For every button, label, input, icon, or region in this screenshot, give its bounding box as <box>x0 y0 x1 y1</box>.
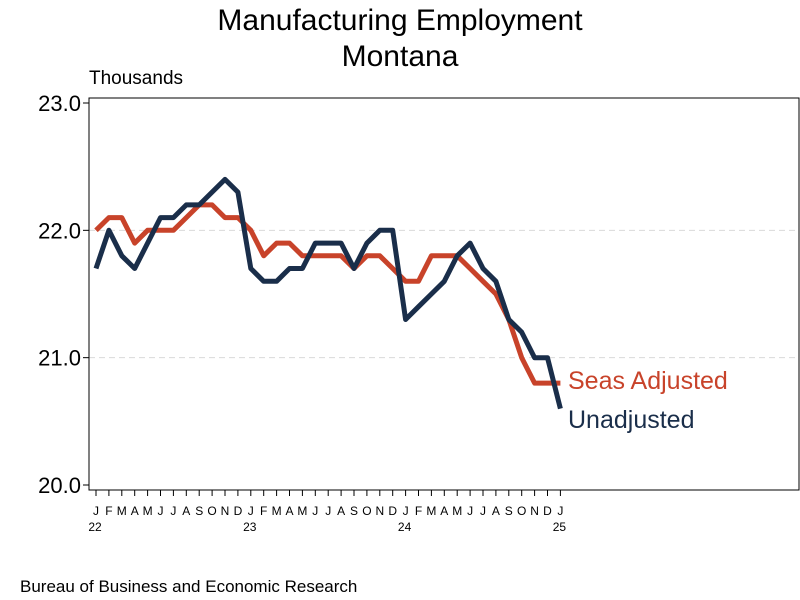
x-tick-label: A <box>337 504 345 518</box>
x-tick-label: A <box>492 504 500 518</box>
x-tick-label: J <box>480 504 486 518</box>
x-tick-label: N <box>375 504 384 518</box>
gridlines <box>89 229 799 359</box>
x-tick-label: J <box>403 504 409 518</box>
x-tick-label: A <box>285 504 293 518</box>
y-tick-label: 22.0 <box>38 218 81 243</box>
x-tick-label: J <box>93 504 99 518</box>
x-tick-label: F <box>260 504 267 518</box>
x-tick-label: D <box>388 504 397 518</box>
x-tick-label: J <box>170 504 176 518</box>
x-tick-label: M <box>426 504 436 518</box>
y-axis-label: Thousands <box>89 68 184 89</box>
y-tick-label: 21.0 <box>38 346 81 371</box>
chart-title: Manufacturing Employment <box>217 4 583 37</box>
x-year-label: 24 <box>398 520 412 534</box>
series-labels: Seas Adjusted Unadjusted <box>568 367 728 434</box>
x-tick-label: S <box>195 504 203 518</box>
series-line-seas-adjusted <box>94 202 561 386</box>
x-tick-label: N <box>530 504 539 518</box>
x-tick-label: J <box>467 504 473 518</box>
x-year-label: 25 <box>553 520 567 534</box>
series-line-unadjusted <box>93 176 563 410</box>
x-tick-label: F <box>105 504 112 518</box>
x-year-label: 23 <box>243 520 257 534</box>
series-label: Seas Adjusted <box>568 367 728 395</box>
x-tick-label: O <box>207 504 216 518</box>
y-tick-label: 20.0 <box>38 473 81 498</box>
y-axis: 20.0 21.0 22.0 23.0 <box>38 91 89 498</box>
x-tick-label: D <box>543 504 552 518</box>
x-axis: J F M A M J J A S O N D J F M A M J J A S O N D J F M A M J J A S O N D J22 2… <box>88 490 566 534</box>
x-tick-label: A <box>131 504 139 518</box>
y-tick-label: 23.0 <box>38 91 81 116</box>
source-note: Bureau of Business and Economic Research <box>20 577 358 596</box>
x-tick-label: O <box>362 504 371 518</box>
x-tick-label: F <box>415 504 422 518</box>
x-tick-label: O <box>517 504 526 518</box>
series-lines <box>93 176 563 410</box>
x-tick-label: J <box>557 504 563 518</box>
x-tick-label: S <box>350 504 358 518</box>
x-tick-label: M <box>452 504 462 518</box>
x-tick-label: J <box>248 504 254 518</box>
x-tick-label: J <box>312 504 318 518</box>
x-tick-label: A <box>440 504 448 518</box>
x-tick-label: D <box>234 504 243 518</box>
x-tick-label: M <box>117 504 127 518</box>
x-tick-label: J <box>158 504 164 518</box>
x-tick-label: J <box>325 504 331 518</box>
x-tick-label: N <box>221 504 230 518</box>
series-label: Unadjusted <box>568 406 694 434</box>
x-tick-label: A <box>182 504 190 518</box>
x-tick-label: M <box>143 504 153 518</box>
x-tick-label: S <box>505 504 513 518</box>
x-tick-label: M <box>272 504 282 518</box>
x-year-label: 22 <box>88 520 102 534</box>
x-tick-label: M <box>297 504 307 518</box>
chart-subtitle: Montana <box>341 40 459 73</box>
